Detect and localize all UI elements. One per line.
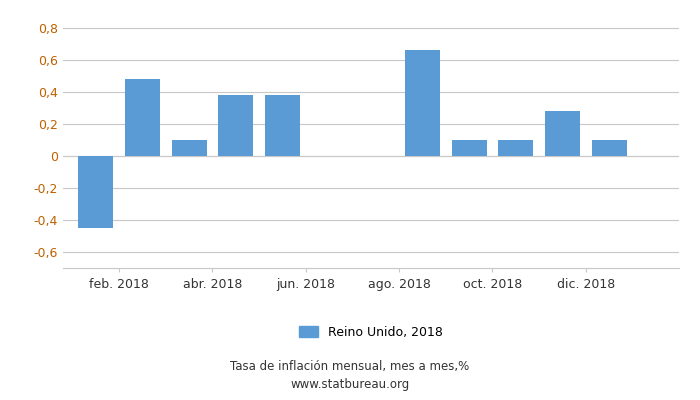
Bar xyxy=(125,79,160,156)
Bar xyxy=(545,111,580,156)
Bar xyxy=(592,140,626,156)
Bar xyxy=(405,50,440,156)
Bar xyxy=(265,95,300,156)
Bar xyxy=(172,140,206,156)
Bar xyxy=(78,156,113,228)
Legend: Reino Unido, 2018: Reino Unido, 2018 xyxy=(294,321,448,344)
Bar xyxy=(218,95,253,156)
Bar xyxy=(452,140,486,156)
Text: Tasa de inflación mensual, mes a mes,%: Tasa de inflación mensual, mes a mes,% xyxy=(230,360,470,373)
Text: www.statbureau.org: www.statbureau.org xyxy=(290,378,410,391)
Bar xyxy=(498,140,533,156)
